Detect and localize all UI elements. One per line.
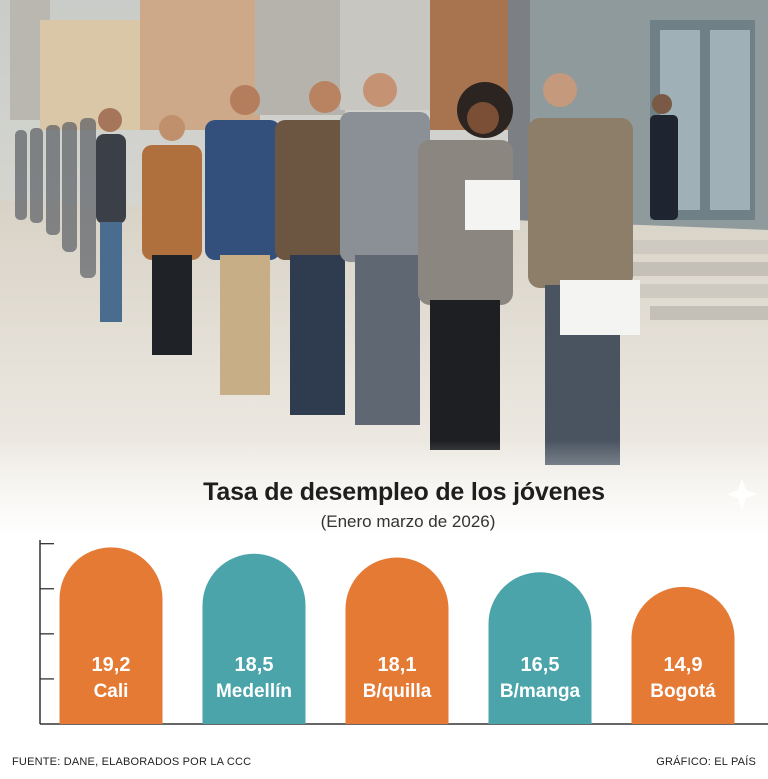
bar-value-label: 14,9: [664, 654, 703, 676]
footer-credit: GRÁFICO: EL PAÍS: [656, 756, 756, 768]
bar-cali: [59, 547, 163, 724]
footer-source: FUENTE: DANE, ELABORADOS POR LA CCC: [12, 756, 252, 768]
bar-category-label: Bogotá: [650, 681, 716, 702]
people-queue-photo-icon: [0, 0, 768, 535]
header-photo: [0, 0, 768, 535]
bar-value-label: 16,5: [521, 654, 560, 676]
chart-subtitle: (Enero marzo de 2026): [320, 512, 496, 531]
bar-bogot-: [631, 586, 735, 724]
sparkle-icon: [726, 478, 758, 510]
bar-value-label: 19,2: [92, 654, 131, 676]
bar-value-label: 18,5: [235, 654, 274, 676]
bar-b-quilla: [345, 557, 449, 724]
chart-title: Tasa de desempleo de los jóvenes: [203, 478, 605, 506]
chart-bars: 19,2 Cali 18,5 Medellín 18,1 B/quilla 16,5 B/ma…: [59, 547, 735, 724]
bar-value-label: 18,1: [378, 654, 417, 676]
bar-category-label: B/quilla: [363, 681, 432, 702]
bar-chart: 19,2 Cali 18,5 Medellín 18,1 B/quilla 16,5 B/ma…: [0, 535, 768, 735]
bar-category-label: Medellín: [216, 681, 292, 702]
bar-medell-n: [202, 553, 306, 724]
bar-category-label: B/manga: [500, 681, 581, 702]
bar-chart-svg: 19,2 Cali 18,5 Medellín 18,1 B/quilla 16,5 B/ma…: [39, 540, 768, 725]
bar-category-label: Cali: [94, 681, 129, 702]
bar-b-manga: [488, 572, 592, 724]
